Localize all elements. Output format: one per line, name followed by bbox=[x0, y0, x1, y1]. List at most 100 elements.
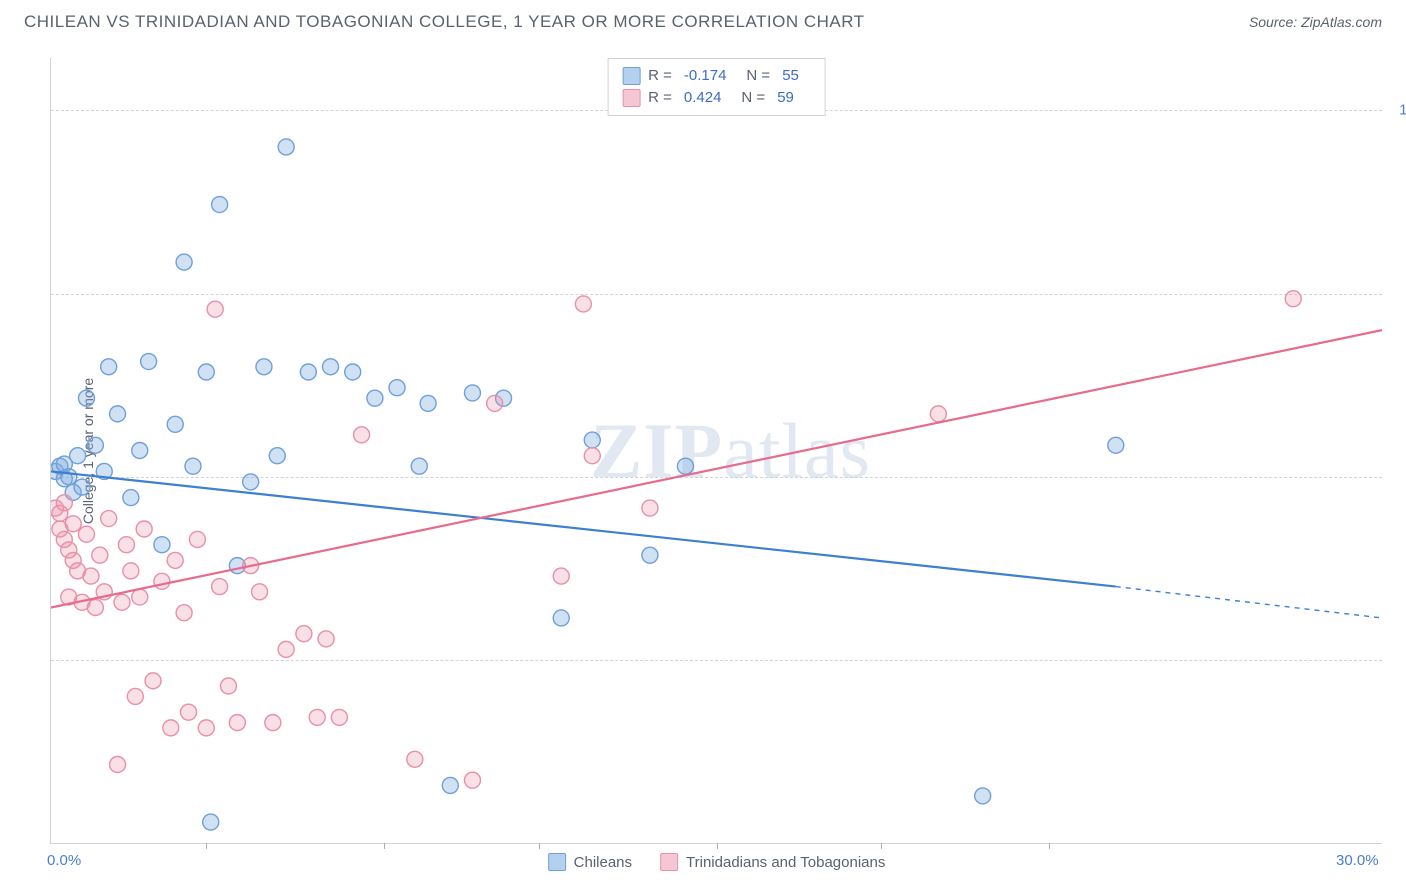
chart-title: CHILEAN VS TRINIDADIAN AND TOBAGONIAN CO… bbox=[24, 12, 865, 32]
scatter-point bbox=[70, 448, 86, 464]
scatter-point bbox=[265, 715, 281, 731]
x-tick-mark bbox=[717, 843, 718, 849]
scatter-point bbox=[132, 589, 148, 605]
header-bar: CHILEAN VS TRINIDADIAN AND TOBAGONIAN CO… bbox=[0, 0, 1406, 40]
x-tick-mark bbox=[384, 843, 385, 849]
n-label-1: N = bbox=[741, 87, 765, 109]
correlation-legend: R = -0.174 N = 55 R = 0.424 N = 59 bbox=[607, 58, 826, 116]
y-tick-label: 82.5% bbox=[1388, 285, 1406, 302]
scatter-point bbox=[420, 395, 436, 411]
scatter-point bbox=[78, 390, 94, 406]
scatter-point bbox=[87, 600, 103, 616]
trend-line-dashed bbox=[1116, 587, 1382, 618]
scatter-point bbox=[584, 448, 600, 464]
legend-row-series-1: R = 0.424 N = 59 bbox=[622, 87, 811, 109]
scatter-point bbox=[407, 751, 423, 767]
scatter-point bbox=[575, 296, 591, 312]
scatter-point bbox=[642, 547, 658, 563]
scatter-plot-svg bbox=[51, 58, 1382, 843]
scatter-point bbox=[110, 406, 126, 422]
scatter-point bbox=[584, 432, 600, 448]
scatter-point bbox=[74, 479, 90, 495]
r-label-0: R = bbox=[648, 65, 672, 87]
scatter-point bbox=[212, 579, 228, 595]
scatter-point bbox=[132, 443, 148, 459]
legend-item-1: Trinidadians and Tobagonians bbox=[660, 853, 885, 871]
n-value-0: 55 bbox=[782, 65, 799, 87]
legend-swatch-0 bbox=[622, 67, 640, 85]
scatter-point bbox=[252, 584, 268, 600]
legend-item-0: Chileans bbox=[548, 853, 632, 871]
scatter-point bbox=[367, 390, 383, 406]
scatter-point bbox=[677, 458, 693, 474]
scatter-point bbox=[65, 516, 81, 532]
scatter-point bbox=[411, 458, 427, 474]
scatter-point bbox=[553, 610, 569, 626]
scatter-point bbox=[309, 709, 325, 725]
legend-row-series-0: R = -0.174 N = 55 bbox=[622, 65, 811, 87]
scatter-point bbox=[114, 594, 130, 610]
scatter-point bbox=[323, 359, 339, 375]
scatter-point bbox=[123, 490, 139, 506]
x-tick-mark bbox=[1049, 843, 1050, 849]
scatter-point bbox=[176, 254, 192, 270]
r-value-0: -0.174 bbox=[684, 65, 727, 87]
n-label-0: N = bbox=[746, 65, 770, 87]
y-tick-label: 100.0% bbox=[1388, 102, 1406, 119]
scatter-point bbox=[203, 814, 219, 830]
scatter-point bbox=[345, 364, 361, 380]
r-label-1: R = bbox=[648, 87, 672, 109]
plot-area: ZIPatlas College, 1 year or more 47.5%65… bbox=[50, 58, 1382, 844]
scatter-point bbox=[1285, 291, 1301, 307]
legend-bottom-swatch-1 bbox=[660, 853, 678, 871]
scatter-point bbox=[198, 720, 214, 736]
scatter-point bbox=[101, 359, 117, 375]
scatter-point bbox=[189, 531, 205, 547]
scatter-point bbox=[464, 772, 480, 788]
scatter-point bbox=[212, 197, 228, 213]
y-tick-label: 47.5% bbox=[1388, 651, 1406, 668]
scatter-point bbox=[56, 495, 72, 511]
scatter-point bbox=[1108, 437, 1124, 453]
scatter-point bbox=[278, 139, 294, 155]
scatter-point bbox=[207, 301, 223, 317]
scatter-point bbox=[269, 448, 285, 464]
scatter-point bbox=[167, 552, 183, 568]
chart-container: ZIPatlas College, 1 year or more 47.5%65… bbox=[50, 58, 1382, 844]
trend-line bbox=[51, 471, 1116, 586]
scatter-point bbox=[198, 364, 214, 380]
n-value-1: 59 bbox=[777, 87, 794, 109]
x-tick-label: 30.0% bbox=[1336, 852, 1379, 869]
scatter-point bbox=[220, 678, 236, 694]
scatter-point bbox=[642, 500, 658, 516]
scatter-point bbox=[442, 777, 458, 793]
x-tick-mark bbox=[206, 843, 207, 849]
scatter-point bbox=[181, 704, 197, 720]
y-tick-label: 65.0% bbox=[1388, 468, 1406, 485]
scatter-point bbox=[61, 469, 77, 485]
r-value-1: 0.424 bbox=[684, 87, 722, 109]
source-attribution: Source: ZipAtlas.com bbox=[1249, 14, 1382, 30]
scatter-point bbox=[78, 526, 94, 542]
legend-swatch-1 bbox=[622, 89, 640, 107]
scatter-point bbox=[83, 568, 99, 584]
scatter-point bbox=[176, 605, 192, 621]
scatter-point bbox=[154, 573, 170, 589]
scatter-point bbox=[154, 537, 170, 553]
scatter-point bbox=[141, 354, 157, 370]
scatter-point bbox=[296, 626, 312, 642]
scatter-point bbox=[123, 563, 139, 579]
trend-line bbox=[51, 330, 1382, 607]
x-tick-mark bbox=[881, 843, 882, 849]
scatter-point bbox=[553, 568, 569, 584]
legend-label-0: Chileans bbox=[574, 854, 632, 871]
scatter-point bbox=[930, 406, 946, 422]
scatter-point bbox=[101, 511, 117, 527]
scatter-point bbox=[92, 547, 108, 563]
series-legend: Chileans Trinidadians and Tobagonians bbox=[548, 853, 886, 871]
scatter-point bbox=[389, 380, 405, 396]
scatter-point bbox=[185, 458, 201, 474]
scatter-point bbox=[256, 359, 272, 375]
source-prefix: Source: bbox=[1249, 14, 1301, 30]
x-tick-mark bbox=[539, 843, 540, 849]
